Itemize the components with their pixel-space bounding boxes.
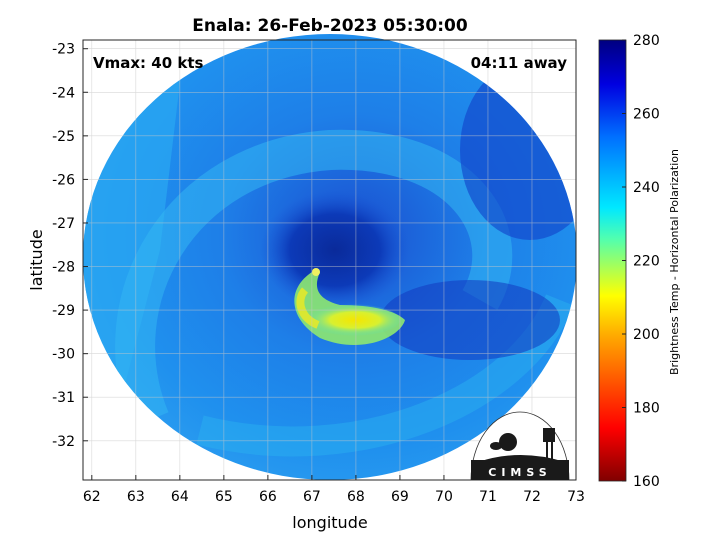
x-axis-label: longitude: [292, 513, 367, 532]
vmax-label: Vmax: 40 kts: [93, 54, 203, 72]
x-tick-label: 65: [215, 489, 233, 505]
y-tick-label: -25: [52, 129, 75, 145]
x-tick-label: 63: [127, 489, 145, 505]
y-tick-label: -23: [52, 42, 75, 58]
x-axis: 62 63 64 65 66 67 68 69 70 71 72 73: [83, 475, 585, 505]
colorbar-tick-label: 160: [633, 474, 660, 490]
y-tick-label: -24: [52, 85, 75, 101]
x-tick-label: 73: [567, 489, 585, 505]
cimss-logo: CIMSS: [470, 411, 570, 481]
axes-frame: [82, 39, 577, 481]
y-axis: -23 -24 -25 -26 -27 -28 -29 -30 -31 -32: [52, 42, 88, 450]
y-tick-label: -29: [52, 303, 75, 319]
x-tick-label: 71: [479, 489, 497, 505]
colorbar-label: Brightness Temp - Horizontal Polarizatio…: [668, 149, 681, 375]
x-tick-label: 66: [259, 489, 277, 505]
colorbar-tick-label: 280: [633, 33, 660, 49]
x-tick-label: 67: [303, 489, 321, 505]
colorbar-tick-label: 240: [633, 180, 660, 196]
cimss-logo-text: CIMSS: [488, 466, 551, 479]
y-tick-label: -28: [52, 260, 75, 276]
x-tick-label: 64: [171, 489, 189, 505]
colorbar-ticks: 280 260 240 220 200 180 160: [622, 33, 660, 490]
colorbar: [598, 39, 627, 482]
y-tick-label: -32: [52, 434, 75, 450]
colorbar-tick-label: 220: [633, 254, 660, 270]
y-axis-label: latitude: [27, 229, 46, 290]
x-tick-label: 62: [83, 489, 101, 505]
figure-title: Enala: 26-Feb-2023 05:30:00: [192, 16, 468, 36]
y-tick-label: -27: [52, 216, 75, 232]
x-tick-label: 72: [523, 489, 541, 505]
colorbar-tick-label: 260: [633, 107, 660, 123]
grid-lines: [83, 40, 577, 480]
x-tick-label: 69: [391, 489, 409, 505]
colorbar-tick-label: 180: [633, 401, 660, 417]
time-away-label: 04:11 away: [471, 54, 568, 72]
y-tick-label: -31: [52, 390, 75, 406]
x-tick-label: 70: [435, 489, 453, 505]
y-tick-label: -30: [52, 347, 75, 363]
y-tick-label: -26: [52, 172, 75, 188]
colorbar-tick-label: 200: [633, 327, 660, 343]
x-tick-label: 68: [347, 489, 365, 505]
